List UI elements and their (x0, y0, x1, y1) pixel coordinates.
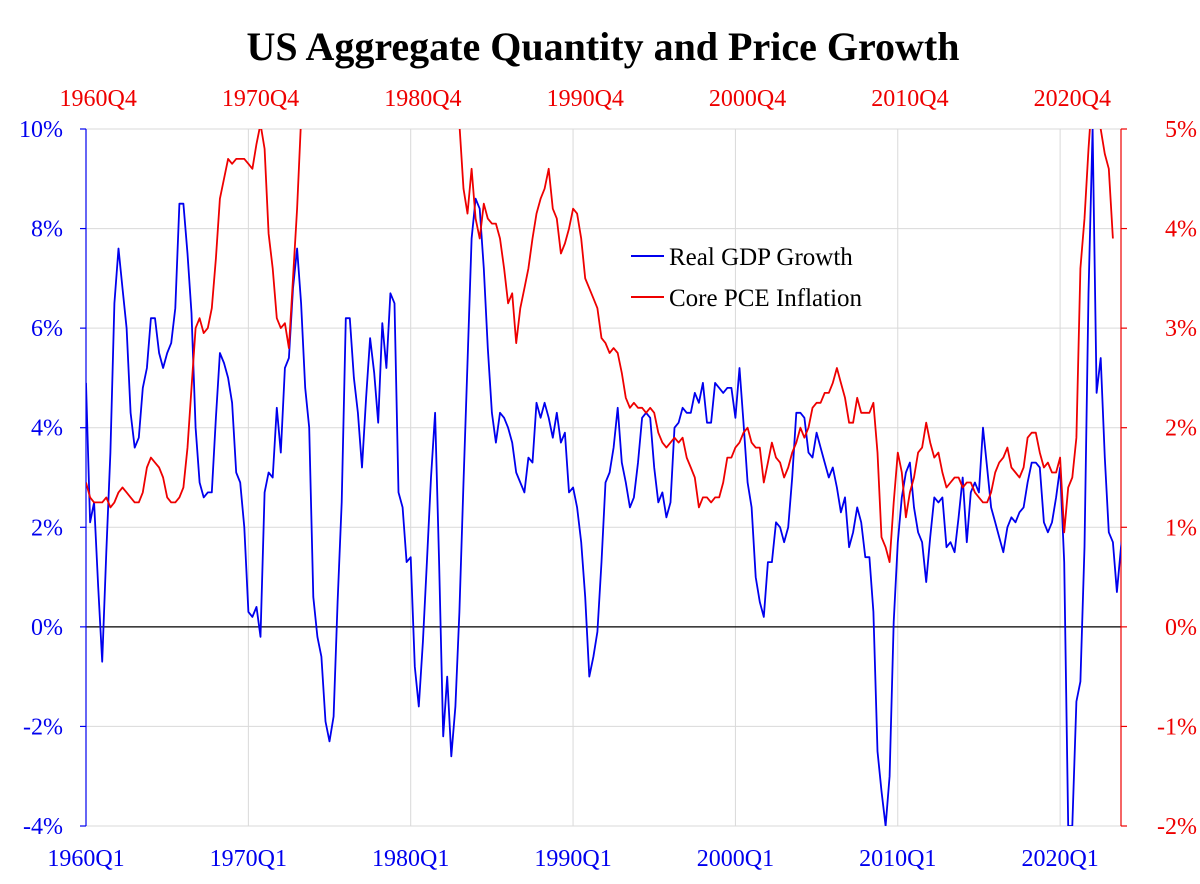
top-tick-label: 1990Q4 (547, 86, 624, 112)
top-tick-label: 1960Q4 (60, 86, 137, 112)
series-line-real-gdp-growth (86, 129, 1121, 826)
bottom-tick-label: 1980Q1 (372, 846, 449, 872)
right-tick-label: -1% (1157, 714, 1197, 740)
right-tick-label: -2% (1157, 814, 1197, 840)
bottom-tick-label: 1990Q1 (534, 846, 611, 872)
top-tick-label: 2020Q4 (1034, 86, 1111, 112)
bottom-tick-label: 1960Q1 (47, 846, 124, 872)
left-tick-label: 8% (31, 217, 63, 243)
series-lines (86, 129, 1121, 826)
top-tick-label: 2000Q4 (709, 86, 786, 112)
left-axis-ticks: -4% -2% 0% 2% 4% 6% 8% 10% (19, 117, 86, 840)
right-tick-label: 3% (1165, 316, 1197, 342)
grid-lines (85, 128, 1121, 827)
right-axis-ticks: -2% -1% 0% 1% 2% 3% 4% 5% (1121, 117, 1197, 840)
top-tick-label: 1980Q4 (384, 86, 461, 112)
top-tick-label: 2010Q4 (871, 86, 948, 112)
left-tick-label: -4% (23, 814, 63, 840)
legend: Real GDP Growth Core PCE Inflation (631, 244, 863, 312)
bottom-tick-label: 2020Q1 (1021, 846, 1098, 872)
bottom-tick-label: 2000Q1 (697, 846, 774, 872)
left-tick-label: 0% (31, 615, 63, 641)
left-tick-label: 6% (31, 316, 63, 342)
right-tick-label: 0% (1165, 615, 1197, 641)
chart-title: US Aggregate Quantity and Price Growth (247, 24, 960, 69)
left-tick-label: 2% (31, 515, 63, 541)
right-tick-label: 4% (1165, 217, 1197, 243)
legend-label-core-pce-inflation: Core PCE Inflation (669, 285, 863, 312)
legend-label-real-gdp-growth: Real GDP Growth (669, 244, 853, 271)
top-axis-ticks: 1960Q4 1970Q4 1980Q4 1990Q4 2000Q4 2010Q4 2020… (60, 86, 1111, 112)
left-tick-label: 10% (19, 117, 63, 143)
bottom-tick-label: 1970Q1 (210, 846, 287, 872)
right-tick-label: 5% (1165, 117, 1197, 143)
right-tick-label: 1% (1165, 515, 1197, 541)
left-tick-label: -2% (23, 714, 63, 740)
axes (85, 129, 1122, 826)
bottom-tick-label: 2010Q1 (859, 846, 936, 872)
series-line-core-pce-inflation (86, 129, 1114, 563)
right-tick-label: 2% (1165, 416, 1197, 442)
bottom-axis-ticks: 1960Q1 1970Q1 1980Q1 1990Q1 2000Q1 2010Q1 2020… (47, 846, 1098, 872)
left-tick-label: 4% (31, 416, 63, 442)
top-tick-label: 1970Q4 (222, 86, 299, 112)
